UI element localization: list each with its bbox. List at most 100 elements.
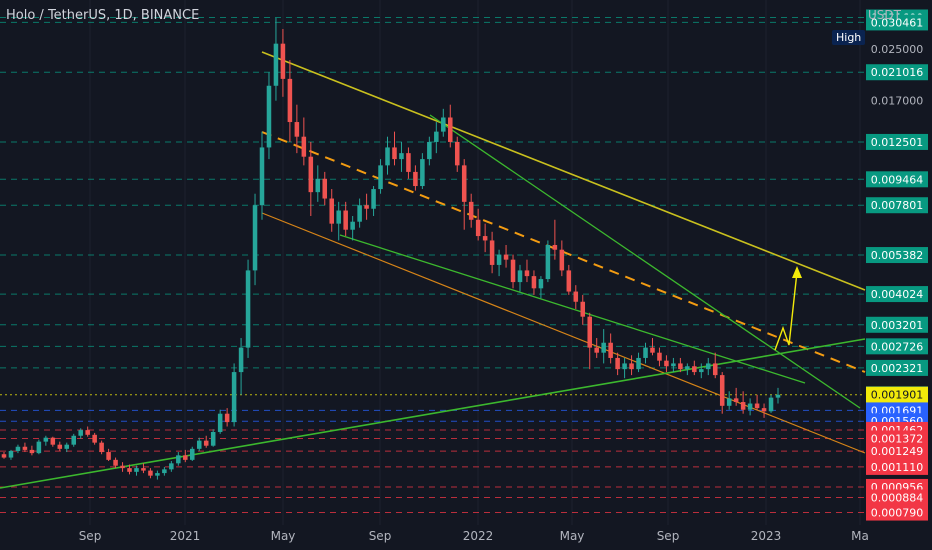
candle-body bbox=[64, 444, 70, 449]
price-tag bbox=[866, 430, 928, 447]
price-tag bbox=[866, 359, 928, 376]
candle-body bbox=[280, 43, 286, 79]
candle-body bbox=[754, 403, 760, 409]
trend-drawings bbox=[0, 51, 866, 489]
price-label: 0.000790 bbox=[871, 507, 924, 520]
candle-body bbox=[273, 43, 279, 86]
time-label: 2022 bbox=[463, 529, 494, 543]
candle-body bbox=[448, 117, 453, 142]
candle-body bbox=[664, 360, 669, 367]
candle-body bbox=[259, 147, 265, 206]
candle-body bbox=[176, 455, 181, 464]
price-label: 0.009464 bbox=[871, 173, 924, 186]
price-tag bbox=[866, 458, 928, 475]
candle-body bbox=[594, 347, 599, 353]
price-tag bbox=[866, 171, 928, 188]
price-tag bbox=[866, 504, 928, 521]
candle-body bbox=[322, 178, 328, 199]
candle-body bbox=[231, 372, 237, 423]
candle-body bbox=[378, 165, 383, 190]
price-tag bbox=[866, 443, 928, 460]
candle-body bbox=[454, 141, 460, 166]
candle-body bbox=[308, 156, 314, 193]
candle-body bbox=[580, 301, 586, 317]
price-label: 0.012501 bbox=[871, 136, 924, 149]
candle-body bbox=[657, 352, 662, 361]
price-label: 0.001249 bbox=[871, 445, 924, 458]
candle-body bbox=[699, 369, 704, 373]
candle-body bbox=[252, 205, 258, 271]
candle-body bbox=[364, 205, 369, 209]
price-label: 0.001372 bbox=[871, 432, 924, 445]
lower-channel-line bbox=[261, 212, 866, 454]
candle-body bbox=[413, 171, 418, 187]
candle-body bbox=[489, 240, 495, 265]
candle-body bbox=[671, 363, 676, 367]
candle-body bbox=[245, 270, 251, 348]
support-trend-line bbox=[0, 338, 866, 489]
candle-body bbox=[71, 435, 76, 445]
candle-body bbox=[43, 437, 49, 442]
candle-body bbox=[183, 455, 188, 460]
high-tag: High bbox=[832, 30, 866, 45]
candle-body bbox=[643, 347, 648, 358]
price-label: 0.030461 bbox=[871, 16, 924, 29]
candle-body bbox=[92, 434, 97, 443]
candle-body bbox=[210, 431, 216, 446]
price-tag bbox=[866, 286, 928, 303]
time-label: Sep bbox=[79, 529, 102, 543]
candle-body bbox=[510, 259, 516, 283]
falling-trend-line bbox=[429, 114, 861, 409]
price-label: 0.017000 bbox=[871, 95, 924, 108]
time-axis: Sep 2021 May Sep 2022 May Sep 2023 Ma bbox=[79, 529, 869, 543]
candle-body bbox=[287, 78, 293, 123]
candle-body bbox=[692, 366, 697, 373]
candle-body bbox=[392, 147, 397, 160]
candle-body bbox=[482, 236, 488, 241]
candle-body bbox=[169, 463, 174, 470]
candle-body bbox=[538, 279, 544, 289]
candle-body bbox=[427, 141, 432, 160]
candle-body bbox=[148, 470, 153, 476]
candle-body bbox=[371, 189, 376, 209]
candle-body bbox=[350, 221, 355, 230]
candle-body bbox=[127, 468, 132, 472]
candle-body bbox=[712, 363, 718, 376]
candle-body bbox=[524, 270, 530, 277]
candle-body bbox=[294, 122, 300, 137]
upper-channel-line bbox=[261, 51, 866, 291]
time-label: Sep bbox=[657, 529, 680, 543]
candle-body bbox=[78, 430, 83, 436]
candle-body bbox=[768, 397, 774, 412]
candle-body bbox=[217, 413, 223, 432]
candle-body bbox=[468, 201, 474, 220]
candle-body bbox=[650, 347, 655, 353]
price-tag bbox=[866, 197, 928, 214]
price-tag bbox=[866, 489, 928, 506]
candle-body bbox=[461, 165, 467, 202]
candle-body bbox=[496, 254, 502, 265]
candle-body bbox=[678, 363, 683, 370]
candle-body bbox=[517, 270, 523, 283]
price-axis: 0.0316000.0304610.0250000.0210160.017000… bbox=[866, 9, 928, 521]
time-label: Ma bbox=[851, 529, 869, 543]
candle-body bbox=[545, 245, 551, 280]
candle-body bbox=[141, 468, 146, 471]
candle-body bbox=[120, 465, 125, 469]
candle-body bbox=[573, 291, 579, 302]
candle-body bbox=[203, 440, 209, 446]
candle-body bbox=[503, 254, 509, 260]
candle-body bbox=[85, 430, 90, 435]
price-tag bbox=[866, 247, 928, 264]
candle-body bbox=[162, 469, 167, 474]
price-label: 0.003201 bbox=[871, 319, 924, 332]
price-label: 0.002726 bbox=[871, 340, 924, 353]
candle-body bbox=[747, 403, 753, 410]
candle-body bbox=[761, 408, 767, 412]
price-label: 0.000884 bbox=[871, 491, 924, 504]
candle-body bbox=[266, 85, 272, 148]
candle-body bbox=[1, 454, 7, 458]
candle-body bbox=[552, 245, 558, 250]
price-label: 0.002321 bbox=[871, 362, 924, 375]
